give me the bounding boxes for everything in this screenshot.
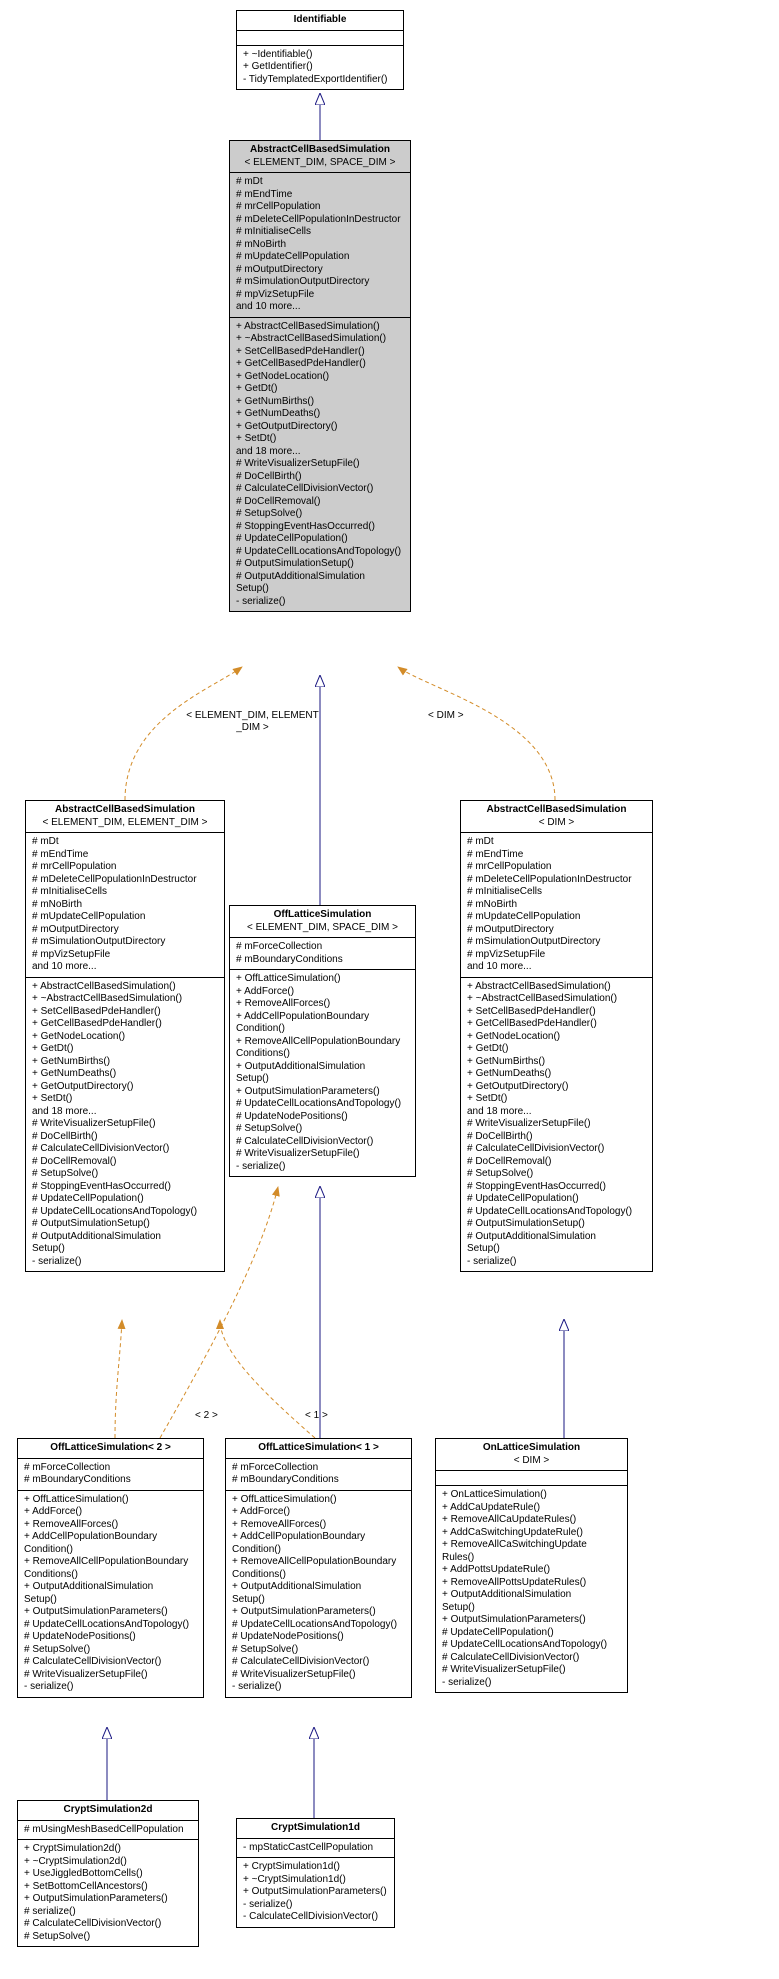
class-identifiable[interactable]: Identifiable + ~Identifiable() + GetIden…: [236, 10, 404, 90]
class-crypt2d[interactable]: CryptSimulation2d # mUsingMeshBasedCellP…: [17, 1800, 199, 1947]
class-title: OffLatticeSimulation< 2 >: [18, 1439, 203, 1459]
class-onlattice[interactable]: OnLatticeSimulation < DIM > + OnLatticeS…: [435, 1438, 628, 1693]
class-attrs-empty: [237, 31, 403, 46]
class-attrs: - mpStaticCastCellPopulation: [237, 1839, 394, 1859]
class-offlattice-mid[interactable]: OffLatticeSimulation < ELEMENT_DIM, SPAC…: [229, 905, 416, 1177]
class-attrs: # mUsingMeshBasedCellPopulation: [18, 1821, 198, 1841]
class-ops: + OnLatticeSimulation() + AddCaUpdateRul…: [436, 1486, 627, 1692]
class-attrs: # mForceCollection # mBoundaryConditions: [230, 938, 415, 970]
class-title: AbstractCellBasedSimulation < DIM >: [461, 801, 652, 833]
class-title: OffLatticeSimulation< 1 >: [226, 1439, 411, 1459]
class-ops: + AbstractCellBasedSimulation() + ~Abstr…: [230, 318, 410, 612]
class-title: AbstractCellBasedSimulation < ELEMENT_DI…: [26, 801, 224, 833]
class-title: CryptSimulation1d: [237, 1819, 394, 1839]
class-attrs-empty: [436, 1471, 627, 1486]
class-title: Identifiable: [237, 11, 403, 31]
class-attrs: # mForceCollection # mBoundaryConditions: [226, 1459, 411, 1491]
class-ops: + ~Identifiable() + GetIdentifier() - Ti…: [237, 46, 403, 90]
class-crypt1d[interactable]: CryptSimulation1d - mpStaticCastCellPopu…: [236, 1818, 395, 1928]
class-abstract-main[interactable]: AbstractCellBasedSimulation < ELEMENT_DI…: [229, 140, 411, 612]
class-title: CryptSimulation2d: [18, 1801, 198, 1821]
class-ops: + OffLatticeSimulation() + AddForce() + …: [230, 970, 415, 1176]
edge-label-1: < 1 >: [305, 1410, 328, 1422]
edge-label-elem-dim: < ELEMENT_DIM, ELEMENT _DIM >: [165, 710, 340, 734]
class-ops: + AbstractCellBasedSimulation() + ~Abstr…: [461, 978, 652, 1272]
class-ops: + OffLatticeSimulation() + AddForce() + …: [226, 1491, 411, 1697]
class-ops: + CryptSimulation1d() + ~CryptSimulation…: [237, 1858, 394, 1927]
class-title: AbstractCellBasedSimulation < ELEMENT_DI…: [230, 141, 410, 173]
class-ops: + AbstractCellBasedSimulation() + ~Abstr…: [26, 978, 224, 1272]
class-abstract-left[interactable]: AbstractCellBasedSimulation < ELEMENT_DI…: [25, 800, 225, 1272]
class-attrs: # mDt # mEndTime # mrCellPopulation # mD…: [461, 833, 652, 978]
edge-label-2: < 2 >: [195, 1410, 218, 1422]
uml-inheritance-diagram: < ELEMENT_DIM, ELEMENT _DIM > < DIM > < …: [10, 10, 769, 1969]
class-abstract-right[interactable]: AbstractCellBasedSimulation < DIM > # mD…: [460, 800, 653, 1272]
class-ops: + CryptSimulation2d() + ~CryptSimulation…: [18, 1840, 198, 1946]
class-attrs: # mDt # mEndTime # mrCellPopulation # mD…: [230, 173, 410, 318]
class-title: OffLatticeSimulation < ELEMENT_DIM, SPAC…: [230, 906, 415, 938]
class-ops: + OffLatticeSimulation() + AddForce() + …: [18, 1491, 203, 1697]
class-attrs: # mForceCollection # mBoundaryConditions: [18, 1459, 203, 1491]
class-attrs: # mDt # mEndTime # mrCellPopulation # mD…: [26, 833, 224, 978]
class-offlattice-1[interactable]: OffLatticeSimulation< 1 > # mForceCollec…: [225, 1438, 412, 1698]
class-title: OnLatticeSimulation < DIM >: [436, 1439, 627, 1471]
edge-label-dim: < DIM >: [428, 710, 464, 722]
class-offlattice-2[interactable]: OffLatticeSimulation< 2 > # mForceCollec…: [17, 1438, 204, 1698]
